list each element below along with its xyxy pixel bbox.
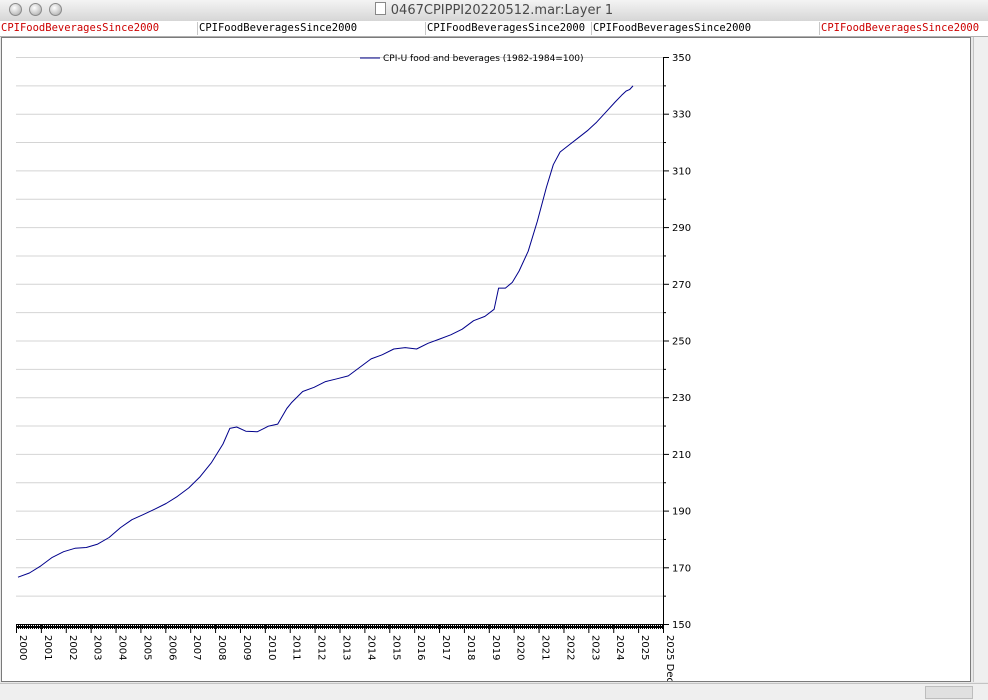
x-tick-label: 2023 (589, 635, 600, 660)
resize-grip[interactable] (925, 686, 973, 699)
x-tick-label: 2002 (67, 635, 78, 660)
x-tick-label: 2018 (465, 635, 476, 660)
x-tick-label: 2000 (17, 635, 28, 660)
grid-lines (16, 57, 663, 625)
x-tick-label: 2007 (191, 635, 202, 660)
series-tab-4[interactable]: CPIFoodBeveragesSince2000 (592, 22, 820, 35)
y-tick-label: 170 (672, 563, 691, 574)
x-tick-label: 2012 (316, 635, 327, 660)
window-title-area: 0467CPIPPI20220512.mar:Layer 1 (0, 2, 988, 18)
horizontal-scrollbar[interactable] (0, 683, 988, 700)
document-icon (374, 2, 386, 15)
x-tick-label: 2013 (341, 635, 352, 660)
y-tick-label: 150 (672, 620, 691, 631)
window-titlebar: 0467CPIPPI20220512.mar:Layer 1 (0, 0, 988, 22)
x-tick-label: 2020 (515, 635, 526, 660)
close-window-button[interactable] (9, 3, 22, 16)
x-tick-label: 2005 (141, 635, 152, 660)
x-tick-label: 2025 Dec (664, 635, 675, 681)
x-tick-label: 2015 (390, 635, 401, 660)
x-tick-label: 2004 (117, 635, 128, 660)
series-tab-1[interactable]: CPIFoodBeveragesSince2000 (0, 22, 198, 35)
y-tick-label: 330 (672, 110, 691, 121)
y-tick-label: 210 (672, 450, 691, 461)
legend: CPI-U food and beverages (1982-1984=100) (360, 54, 584, 64)
x-axis-ticks: 2000 2001 2002 2003 2004 2005 2006 2007 2008 2009… (16, 625, 675, 683)
x-tick-label: 2022 (564, 635, 575, 660)
y-tick-label: 350 (672, 53, 691, 64)
legend-label: CPI-U food and beverages (1982-1984=100) (383, 54, 584, 64)
window-title: 0467CPIPPI20220512.mar:Layer 1 (390, 3, 614, 18)
x-tick-label: 2024 (614, 635, 625, 660)
x-tick-label: 2014 (365, 635, 376, 660)
y-tick-label: 230 (672, 393, 691, 404)
x-tick-label: 2017 (440, 635, 451, 660)
zoom-window-button[interactable] (49, 3, 62, 16)
y-tick-label: 290 (672, 223, 691, 234)
y-tick-label: 250 (672, 337, 691, 348)
y-tick-label: 310 (672, 166, 691, 177)
y-tick-label: 190 (672, 507, 691, 518)
minimize-window-button[interactable] (29, 3, 42, 16)
series-tab-3[interactable]: CPIFoodBeveragesSince2000 (426, 22, 592, 35)
x-tick-label: 2008 (216, 635, 227, 660)
series-layer (17, 85, 634, 578)
chart-panel: 150 170 190 210 230 250 270 290 310 330 350 2000 20… (1, 37, 971, 683)
x-tick-label: 2011 (291, 635, 302, 660)
x-tick-label: 2010 (266, 635, 277, 660)
x-tick-label: 2025 (639, 635, 650, 660)
x-tick-label: 2009 (241, 635, 252, 660)
vertical-scrollbar[interactable] (973, 37, 988, 682)
series-tab-strip: CPIFoodBeveragesSince2000 CPIFoodBeverag… (0, 21, 988, 37)
series-tab-2[interactable]: CPIFoodBeveragesSince2000 (198, 22, 426, 35)
series-tab-5[interactable]: CPIFoodBeveragesSince2000 (821, 22, 980, 34)
x-tick-label: 2019 (490, 635, 501, 660)
x-tick-label: 2006 (166, 635, 177, 660)
x-tick-label: 2016 (415, 635, 426, 660)
series-line (17, 85, 634, 578)
x-tick-label: 2003 (92, 635, 103, 660)
x-tick-label: 2021 (540, 635, 551, 660)
y-tick-label: 270 (672, 280, 691, 291)
x-tick-label: 2001 (42, 635, 53, 660)
y-axis-ticks: 150 170 190 210 230 250 270 290 310 330 350 (663, 53, 691, 631)
